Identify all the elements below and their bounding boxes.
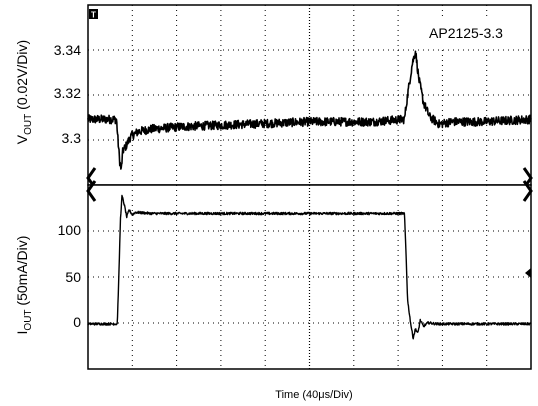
vout-panel: T AP2125-3.3 3.34 3.32 3.3 VOUT (0.02V/D… <box>14 4 533 189</box>
vout-ytick-2: 3.3 <box>62 130 82 146</box>
vout-trace-line <box>87 50 532 170</box>
reference-marker-icon <box>525 268 531 278</box>
vout-ytick-1: 3.32 <box>54 85 81 101</box>
iout-panel: 100 50 0 IOUT (50mA/Div) <box>14 180 533 370</box>
vout-ytick-0: 3.34 <box>54 42 81 58</box>
vout-chart-title: AP2125-3.3 <box>429 25 503 41</box>
iout-break-mark-right <box>522 180 533 202</box>
iout-trace <box>87 194 532 340</box>
trigger-marker-letter: T <box>91 11 96 20</box>
iout-break-mark-left <box>86 180 97 202</box>
iout-ytick-1: 50 <box>65 269 81 285</box>
iout-y-axis-label: IOUT (50mA/Div) <box>14 236 34 335</box>
iout-ytick-0: 100 <box>58 222 82 238</box>
vout-title-box <box>410 20 522 48</box>
trigger-marker-icon <box>89 9 98 19</box>
x-axis-label: Time (40μs/Div) <box>275 389 352 401</box>
vout-y-axis-label: VOUT (0.02V/Div) <box>14 40 34 144</box>
iout-ytick-2: 0 <box>73 314 81 330</box>
iout-trace-line <box>87 194 532 340</box>
vout-trace <box>87 50 532 170</box>
